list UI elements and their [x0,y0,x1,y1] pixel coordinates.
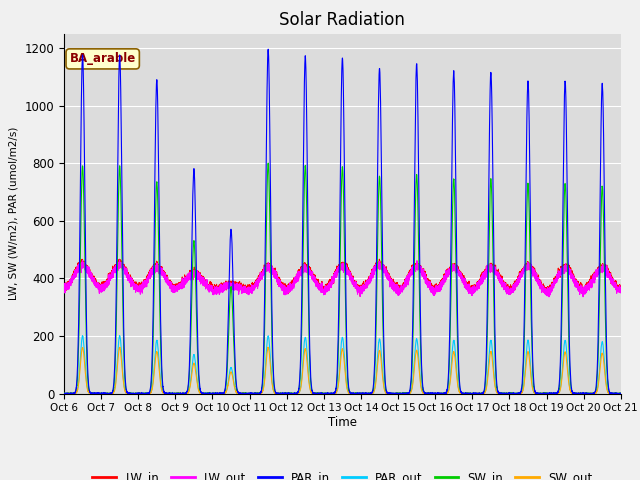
Y-axis label: LW, SW (W/m2), PAR (umol/m2/s): LW, SW (W/m2), PAR (umol/m2/s) [9,127,19,300]
PAR_out [60,391,68,396]
SW_out [419,390,427,396]
LW_in [60,285,68,291]
SW_out [60,391,68,396]
PAR_out [60,390,68,396]
PAR_out [617,391,625,396]
PAR_in [499,390,506,396]
SW_in [60,390,68,396]
SW_in [179,391,187,396]
PAR_out [269,382,276,388]
PAR_out [116,333,124,339]
LW_in [173,283,181,288]
PAR_out [499,391,506,396]
LW_in [615,283,623,289]
LW_in [499,282,506,288]
SW_out [617,391,625,396]
PAR_in [60,391,68,396]
LW_in [419,271,427,277]
LW_in [179,279,187,285]
Line: LW_out: LW_out [64,260,621,297]
PAR_out [419,390,427,396]
LW_out [269,269,276,275]
Line: SW_in: SW_in [64,163,621,394]
Line: LW_in: LW_in [64,259,621,296]
PAR_out [615,391,623,396]
LW_out [419,273,427,279]
Line: SW_out: SW_out [64,348,621,394]
Line: PAR_out: PAR_out [64,336,621,394]
LW_out [545,294,553,300]
LW_in [269,267,276,273]
SW_in [615,391,623,396]
SW_in [499,391,506,396]
LW_in [617,289,625,295]
SW_out [179,391,187,396]
SW_in [173,390,181,396]
LW_out [617,290,625,296]
Text: BA_arable: BA_arable [70,52,136,65]
SW_in [269,357,276,363]
SW_in [419,389,427,395]
SW_out [264,345,272,350]
PAR_in [617,391,625,396]
LW_out [60,288,68,293]
LW_out [173,284,181,289]
SW_out [615,391,623,396]
LW_in [356,293,364,299]
LW_out [499,276,506,282]
Title: Solar Radiation: Solar Radiation [280,11,405,29]
SW_out [60,391,68,396]
LW_out [116,257,124,263]
PAR_in [419,386,427,392]
Legend: LW_in, LW_out, PAR_in, PAR_out, SW_in, SW_out: LW_in, LW_out, PAR_in, PAR_out, SW_in, S… [88,466,597,480]
X-axis label: Time: Time [328,416,357,429]
PAR_in [615,391,623,396]
Line: PAR_in: PAR_in [64,49,621,394]
LW_in [376,256,383,262]
SW_in [60,391,68,396]
SW_out [499,391,506,396]
PAR_in [269,337,276,343]
PAR_out [179,391,187,396]
SW_out [269,384,276,390]
SW_in [617,391,625,396]
PAR_in [264,46,272,52]
PAR_in [173,391,181,396]
PAR_out [173,391,181,396]
PAR_in [179,391,187,396]
SW_in [264,160,272,166]
SW_out [173,391,181,396]
LW_out [615,286,623,291]
LW_out [179,280,187,286]
